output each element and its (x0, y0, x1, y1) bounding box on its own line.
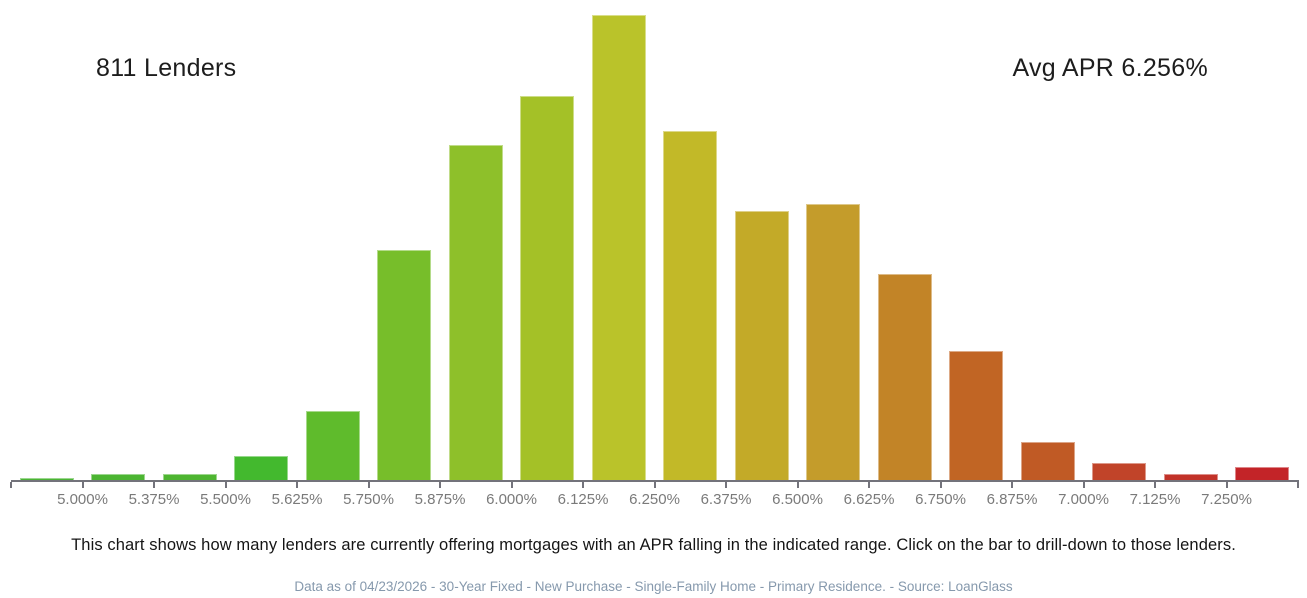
bar-slot (369, 11, 441, 481)
bar-slot (1084, 11, 1156, 481)
bar-slot (1227, 11, 1299, 481)
bar-slot (941, 11, 1013, 481)
axis-tick-label: 6.375% (700, 491, 752, 508)
axis-tick (510, 482, 513, 488)
bar-slot (655, 11, 727, 481)
axis-tick (439, 482, 441, 488)
axis-tick (1154, 482, 1156, 488)
bar-slot (798, 11, 870, 481)
bar-slot (512, 11, 584, 481)
x-axis-line (11, 480, 1299, 482)
bar-slot (869, 11, 941, 481)
apr-bar-14[interactable] (949, 351, 1004, 481)
apr-bar-3[interactable] (162, 474, 217, 481)
apr-bar-7[interactable] (448, 144, 503, 481)
bar-chart-plot-area (11, 11, 1298, 481)
apr-bar-17[interactable] (1163, 474, 1218, 481)
axis-tick (725, 482, 727, 488)
axis-tick (10, 482, 12, 488)
apr-bar-12[interactable] (806, 204, 861, 481)
apr-bar-4[interactable] (234, 456, 289, 481)
axis-tick (224, 482, 227, 488)
axis-tick-label: 6.125% (557, 491, 609, 508)
apr-bar-11[interactable] (734, 211, 789, 481)
axis-tick-label: 6.875% (986, 491, 1038, 508)
axis-tick (1011, 482, 1013, 488)
axis-tick (1297, 482, 1299, 488)
axis-tick-label: 6.625% (843, 491, 895, 508)
apr-bar-18[interactable] (1235, 467, 1290, 481)
axis-tick-label: 6.000% (486, 491, 537, 508)
axis-tick (1082, 482, 1085, 488)
axis-tick-label: 7.000% (1058, 491, 1109, 508)
axis-tick-label: 5.375% (128, 491, 180, 508)
apr-bar-8[interactable] (520, 95, 575, 481)
chart-caption: This chart shows how many lenders are cu… (71, 536, 1236, 554)
apr-bar-1[interactable] (19, 477, 74, 481)
bar-slot (83, 11, 155, 481)
bar-slot (440, 11, 512, 481)
bar-slot (11, 11, 83, 481)
axis-tick-label: 5.500% (200, 491, 251, 508)
axis-tick (939, 482, 942, 488)
bar-slot (1155, 11, 1227, 481)
apr-bar-6[interactable] (377, 249, 432, 481)
axis-tick (1225, 482, 1228, 488)
bar-slot (226, 11, 298, 481)
axis-tick-label: 5.875% (414, 491, 466, 508)
apr-bar-15[interactable] (1020, 442, 1075, 481)
apr-bar-5[interactable] (305, 410, 360, 481)
bar-slot (726, 11, 798, 481)
apr-bar-16[interactable] (1092, 463, 1147, 481)
bar-slot (1012, 11, 1084, 481)
axis-tick-label: 5.000% (57, 491, 108, 508)
lender-count-label: 811 Lenders (96, 54, 237, 82)
axis-tick (796, 482, 799, 488)
axis-tick-label: 6.750% (915, 491, 966, 508)
apr-bar-9[interactable] (591, 15, 646, 481)
apr-bar-10[interactable] (663, 130, 718, 481)
axis-tick-label: 5.750% (343, 491, 394, 508)
data-source-footnote: Data as of 04/23/2026 - 30-Year Fixed - … (294, 579, 1013, 594)
bar-slot (297, 11, 369, 481)
axis-tick-label: 6.500% (772, 491, 823, 508)
bar-slot (583, 11, 655, 481)
axis-tick (296, 482, 298, 488)
bar-slot (154, 11, 226, 481)
axis-tick-label: 5.625% (271, 491, 323, 508)
avg-apr-label: Avg APR 6.256% (1012, 54, 1208, 82)
axis-tick (653, 482, 656, 488)
axis-tick (367, 482, 370, 488)
axis-tick-label: 7.250% (1201, 491, 1252, 508)
axis-tick (582, 482, 584, 488)
axis-tick (153, 482, 155, 488)
axis-tick-label: 6.250% (629, 491, 680, 508)
apr-bar-2[interactable] (91, 474, 146, 481)
apr-bar-13[interactable] (877, 274, 932, 481)
axis-tick (868, 482, 870, 488)
axis-tick (81, 482, 84, 488)
axis-tick-label: 7.125% (1129, 491, 1181, 508)
